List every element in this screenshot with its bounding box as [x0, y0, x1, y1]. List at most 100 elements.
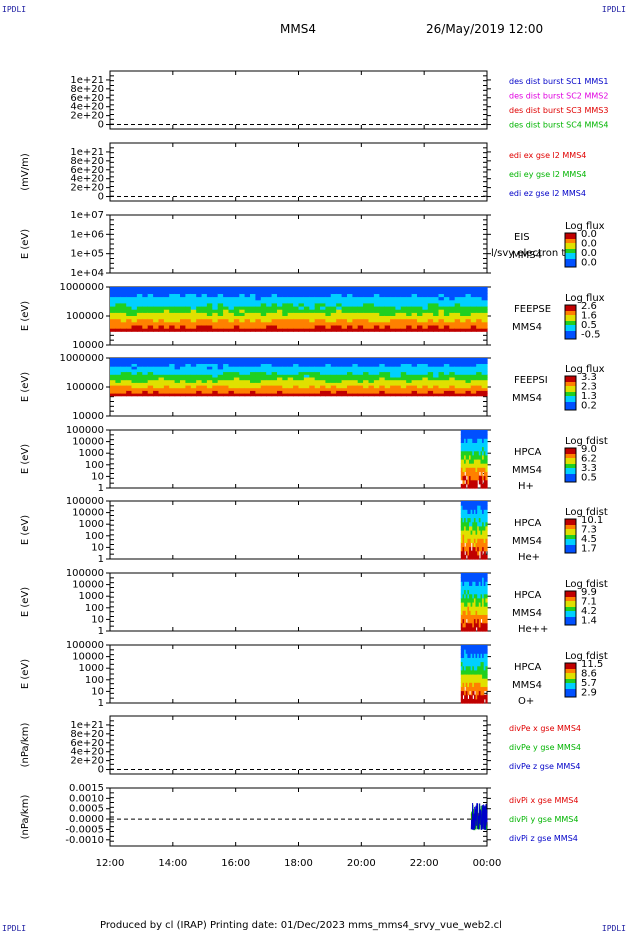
heatmap-cell: [341, 376, 348, 381]
heatmap-cell: [464, 442, 467, 448]
heatmap-cell: [142, 309, 149, 313]
heatmap-cell: [460, 360, 467, 364]
heatmap-cell: [476, 371, 483, 375]
heatmap-cell: [325, 293, 332, 298]
heatmap-cell: [158, 324, 165, 329]
heatmap-cell: [473, 602, 477, 607]
heatmap-cell: [131, 376, 138, 381]
heatmap-cell: [158, 312, 165, 316]
heatmap-cell: [470, 694, 473, 700]
heatmap-cell: [469, 649, 472, 654]
heatmap-cell: [223, 371, 230, 375]
heatmap-cell: [120, 379, 127, 383]
heatmap-cell: [480, 430, 483, 435]
heatmap-cell: [433, 318, 440, 323]
heatmap-cell: [460, 505, 463, 510]
heatmap-cell: [460, 387, 467, 391]
heatmap-cell: [330, 376, 337, 381]
heatmap-cell: [472, 467, 475, 472]
heatmap-cell: [395, 290, 402, 294]
heatmap-cell: [465, 686, 468, 692]
heatmap-cell: [320, 366, 326, 370]
heatmap-cell: [158, 368, 165, 373]
heatmap-cell: [438, 379, 445, 383]
heatmap-cell: [363, 305, 370, 310]
heatmap-cell: [469, 577, 472, 582]
heatmap-cell: [470, 312, 477, 316]
heatmap-cell: [277, 287, 283, 291]
heatmap-cell: [454, 324, 461, 329]
heatmap-cell: [477, 538, 480, 543]
heatmap-cell: [309, 366, 316, 370]
heatmap-cell: [427, 315, 434, 320]
heatmap-cell: [477, 678, 480, 683]
heatmap-cell: [223, 296, 230, 301]
y-tick-label: 2e+20: [70, 183, 104, 194]
colorbar-cell: [565, 456, 576, 459]
heatmap-cell: [395, 312, 402, 316]
heatmap-cell: [196, 296, 203, 301]
heatmap-cell: [126, 360, 133, 364]
heatmap-cell: [475, 665, 478, 671]
heatmap-cell: [477, 690, 480, 696]
heatmap-cell: [427, 305, 434, 310]
heatmap-cell: [174, 384, 181, 389]
heatmap-cell: [395, 382, 402, 386]
heatmap-cell: [120, 374, 127, 378]
heatmap-cell: [465, 287, 472, 291]
heatmap-cell: [473, 678, 477, 683]
heatmap-cell: [373, 360, 380, 364]
heatmap-cell: [147, 363, 154, 367]
colorbar-tick-label: 0.5: [581, 320, 597, 331]
heatmap-cell: [352, 387, 359, 391]
instrument-label: HPCA: [514, 590, 542, 601]
heatmap-cell: [483, 618, 486, 624]
heatmap-cell: [390, 299, 397, 304]
heatmap-cell: [477, 610, 480, 615]
heatmap-cell: [482, 645, 485, 650]
heatmap-cell: [212, 302, 219, 307]
heatmap-cell: [180, 315, 186, 320]
heatmap-cell: [212, 296, 219, 301]
heatmap-cell: [169, 293, 176, 298]
heatmap-cell: [110, 360, 116, 364]
heatmap-cell: [368, 382, 375, 386]
heatmap-cell: [363, 363, 370, 367]
heatmap-cell: [460, 302, 467, 307]
heatmap-cell: [473, 530, 477, 535]
heatmap-cell: [320, 328, 326, 332]
heatmap-cell: [120, 382, 127, 386]
colorbar-title: Log fdist: [565, 651, 608, 662]
heatmap-cell: [298, 379, 305, 383]
y-tick-label: 1e+07: [70, 210, 104, 221]
heatmap-cell: [174, 296, 181, 301]
heatmap-cell: [406, 318, 413, 323]
heatmap-cell: [475, 434, 478, 439]
heatmap-cell: [482, 446, 485, 452]
heatmap-cell: [443, 393, 450, 397]
heatmap-cell: [485, 645, 488, 650]
heatmap-cell: [223, 390, 230, 394]
heatmap-cell: [320, 384, 326, 389]
heatmap-cell: [115, 374, 122, 378]
heatmap-cell: [223, 312, 230, 316]
heatmap-cell: [282, 293, 289, 298]
heatmap-cell: [320, 309, 326, 313]
heatmap-cell: [373, 358, 380, 362]
heatmap-cell: [212, 387, 219, 391]
heatmap-cell: [271, 290, 278, 294]
y-tick-label: 1e+21: [70, 75, 104, 86]
heatmap-cell: [406, 328, 413, 332]
heatmap-cell: [115, 382, 122, 386]
heatmap-cell: [406, 371, 413, 375]
heatmap-cell: [483, 550, 486, 556]
heatmap-cell: [475, 686, 478, 692]
heatmap-cell: [368, 387, 375, 391]
heatmap-cell: [153, 318, 160, 323]
heatmap-cell: [163, 312, 170, 316]
heatmap-cell: [485, 475, 488, 481]
heatmap-cell: [438, 363, 445, 367]
heatmap-cell: [142, 366, 149, 370]
heatmap-cell: [228, 360, 235, 364]
